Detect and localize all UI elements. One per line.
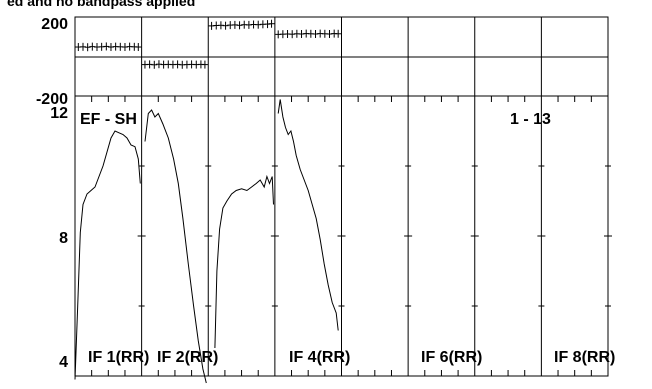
phase-point — [84, 43, 91, 52]
phase-series-if-2 — [141, 60, 208, 69]
if-label-2: IF 2(RR) — [157, 349, 218, 366]
amplitude-line-if-1 — [74, 130, 141, 380]
channel-range-label: 1 - 13 — [510, 111, 551, 128]
phase-point — [236, 21, 243, 30]
amplitude-line-if-2 — [144, 109, 207, 384]
if-label-1: IF 1(RR) — [88, 349, 149, 366]
phase-point — [151, 60, 158, 69]
baseline-label: EF - SH — [80, 111, 137, 128]
amplitude-line-if-3 — [214, 174, 274, 349]
if-label-4: IF 4(RR) — [289, 349, 350, 366]
phase-point — [201, 60, 208, 69]
bottom-y-tick-12: 12 — [50, 105, 68, 122]
phase-point — [222, 21, 229, 30]
if-label-6: IF 6(RR) — [421, 349, 482, 366]
phase-series-if-3 — [208, 19, 275, 30]
phase-point — [135, 43, 142, 52]
top-panel-separators — [141, 17, 542, 96]
top-panel-points — [75, 19, 342, 69]
bottom-panel-lines — [74, 99, 339, 384]
phase-point — [335, 29, 342, 38]
top-panel: 200 -200 — [36, 16, 609, 108]
bottom-y-tick-4: 4 — [59, 354, 68, 371]
bottom-panel-ticks — [91, 96, 612, 376]
phase-series-if-1 — [75, 42, 142, 52]
top-y-tick-neg200: -200 — [36, 91, 68, 108]
if-label-8: IF 8(RR) — [554, 349, 615, 366]
bottom-y-tick-8: 8 — [59, 230, 68, 247]
top-y-tick-200: 200 — [41, 16, 68, 33]
amplitude-line-if-4 — [277, 99, 339, 331]
phase-point — [103, 42, 110, 51]
phase-point — [268, 19, 275, 28]
chart-title: ed and no bandpass applied — [7, 0, 195, 9]
bottom-panel: 12 8 4 EF - SH 1 - 13 IF 1(RR) IF 2(RR) … — [50, 95, 615, 384]
phase-series-if-4 — [275, 29, 342, 39]
